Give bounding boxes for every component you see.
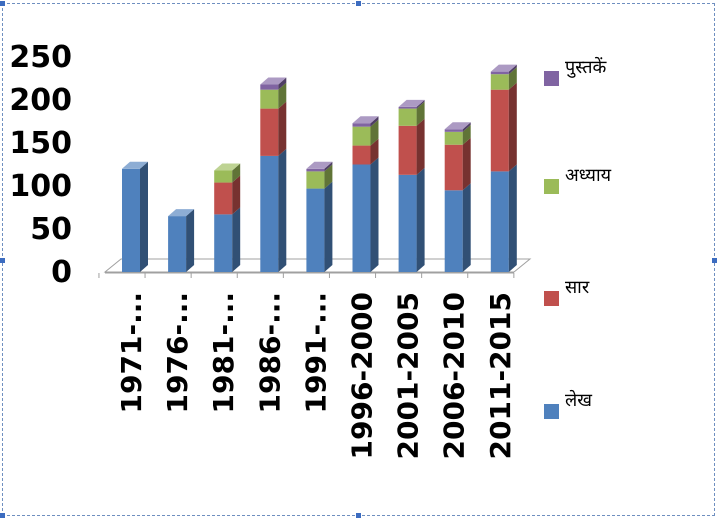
bar-segment-front xyxy=(398,106,417,109)
bar-segment-side xyxy=(278,148,287,272)
bar-segment-front xyxy=(352,123,371,127)
bar-segment-side xyxy=(232,207,241,272)
bar-segment-top xyxy=(214,163,241,171)
y-tick-label: 50 xyxy=(30,212,72,247)
resize-handle-top-middle[interactable] xyxy=(356,1,361,6)
bar-segment-side xyxy=(416,167,425,272)
bar-segment-front xyxy=(398,174,417,272)
bar-segment-side xyxy=(324,181,333,272)
bar-segment-top xyxy=(352,116,379,124)
legend-label: अध्याय xyxy=(565,165,612,186)
bar-segment-front xyxy=(444,144,463,191)
bar-segment-front xyxy=(444,190,463,272)
bar-segment-front xyxy=(306,171,325,189)
resize-handle-top-left[interactable] xyxy=(0,1,5,6)
bar-segment-front xyxy=(352,164,371,272)
bar-segment-side xyxy=(324,164,333,189)
bar-segment-side xyxy=(232,163,241,183)
bar-segment-front xyxy=(352,145,371,165)
bar-segment-side xyxy=(508,164,517,272)
bar-segment-side xyxy=(462,183,471,272)
legend-label: पुस्तकें xyxy=(565,56,607,78)
bar-segment-top xyxy=(490,64,517,72)
bar-segment-side xyxy=(462,122,471,132)
bar-segment-top xyxy=(398,99,425,107)
x-tick-label: 1981-... xyxy=(207,292,240,413)
legend-swatch xyxy=(544,404,559,419)
bar-segment-side xyxy=(278,101,287,156)
bar-segment-top xyxy=(168,209,195,217)
bar-segment-top xyxy=(306,161,333,169)
bar-segment-front xyxy=(260,84,279,90)
bar-segment-front xyxy=(398,108,417,126)
bar-segment-front xyxy=(260,108,279,156)
bar-segment-side xyxy=(370,138,379,165)
bar-segment-side xyxy=(370,119,379,146)
bar-segment-side xyxy=(462,137,471,191)
legend-swatch xyxy=(544,71,559,86)
legend-label: सार xyxy=(565,277,590,298)
x-tick-label: 2011-2015 xyxy=(484,292,517,459)
bar-segment-side xyxy=(186,209,195,272)
bar-segment-side xyxy=(370,157,379,272)
bar-segment-side xyxy=(508,67,517,90)
resize-handle-bottom-left[interactable] xyxy=(0,513,5,518)
x-tick-label: 2006-2010 xyxy=(438,292,471,459)
bar-segment-front xyxy=(214,170,233,183)
bar-segment-front xyxy=(306,188,325,272)
bar-segment-front xyxy=(214,214,233,272)
resize-handle-middle-right[interactable] xyxy=(712,258,717,263)
bar-segment-front xyxy=(398,125,417,175)
bar-segment-front xyxy=(122,168,140,272)
bar-segment-top xyxy=(122,161,148,169)
bar-segment-side xyxy=(370,116,379,127)
bar-segment-front xyxy=(306,168,325,172)
resize-handle-middle-left[interactable] xyxy=(0,258,5,263)
x-tick-label: 1986-... xyxy=(253,292,286,413)
bar-segment-side xyxy=(140,161,148,272)
x-tick-label: 1971-... xyxy=(115,292,148,413)
y-tick-label: 0 xyxy=(51,255,72,290)
y-tick-label: 250 xyxy=(9,40,72,75)
bar-segment-front xyxy=(490,89,509,172)
bar-segment-front xyxy=(260,89,279,109)
bar-segment-side xyxy=(232,175,241,215)
x-tick-label: 1996-2000 xyxy=(346,292,379,459)
bar-segment-side xyxy=(278,77,287,90)
bar-segment-side xyxy=(462,124,471,145)
bar-segment-front xyxy=(444,129,463,132)
bar-segment-front xyxy=(168,216,187,272)
bar-segment-side xyxy=(278,82,287,109)
bar-segment-front xyxy=(490,171,509,272)
bar-segment-front xyxy=(214,182,233,215)
y-tick-label: 100 xyxy=(9,169,72,204)
bar-segment-top xyxy=(260,77,287,85)
bar-segment-side xyxy=(416,99,425,109)
bar-segment-side xyxy=(416,101,425,126)
bar-segment-front xyxy=(444,131,463,145)
x-tick-label: 1976-... xyxy=(161,292,194,413)
bar-segment-side xyxy=(508,64,517,75)
legend-label: लेख xyxy=(565,389,592,411)
legend-swatch xyxy=(544,291,559,306)
bar-segment-side xyxy=(508,82,517,172)
bar-segment-front xyxy=(352,126,371,146)
bar-segment-side xyxy=(416,118,425,175)
x-tick-label: 1991-... xyxy=(299,292,332,413)
bar-segment-top xyxy=(444,122,471,130)
y-tick-label: 200 xyxy=(9,83,72,118)
x-tick-label: 2001-2005 xyxy=(392,292,425,459)
y-tick-label: 150 xyxy=(9,126,72,161)
bar-segment-front xyxy=(490,71,509,75)
legend-swatch xyxy=(544,179,559,194)
bar-segment-front xyxy=(490,74,509,90)
resize-handle-bottom-middle[interactable] xyxy=(356,513,361,518)
bar-segment-side xyxy=(324,161,333,172)
bar-segment-front xyxy=(260,155,279,272)
